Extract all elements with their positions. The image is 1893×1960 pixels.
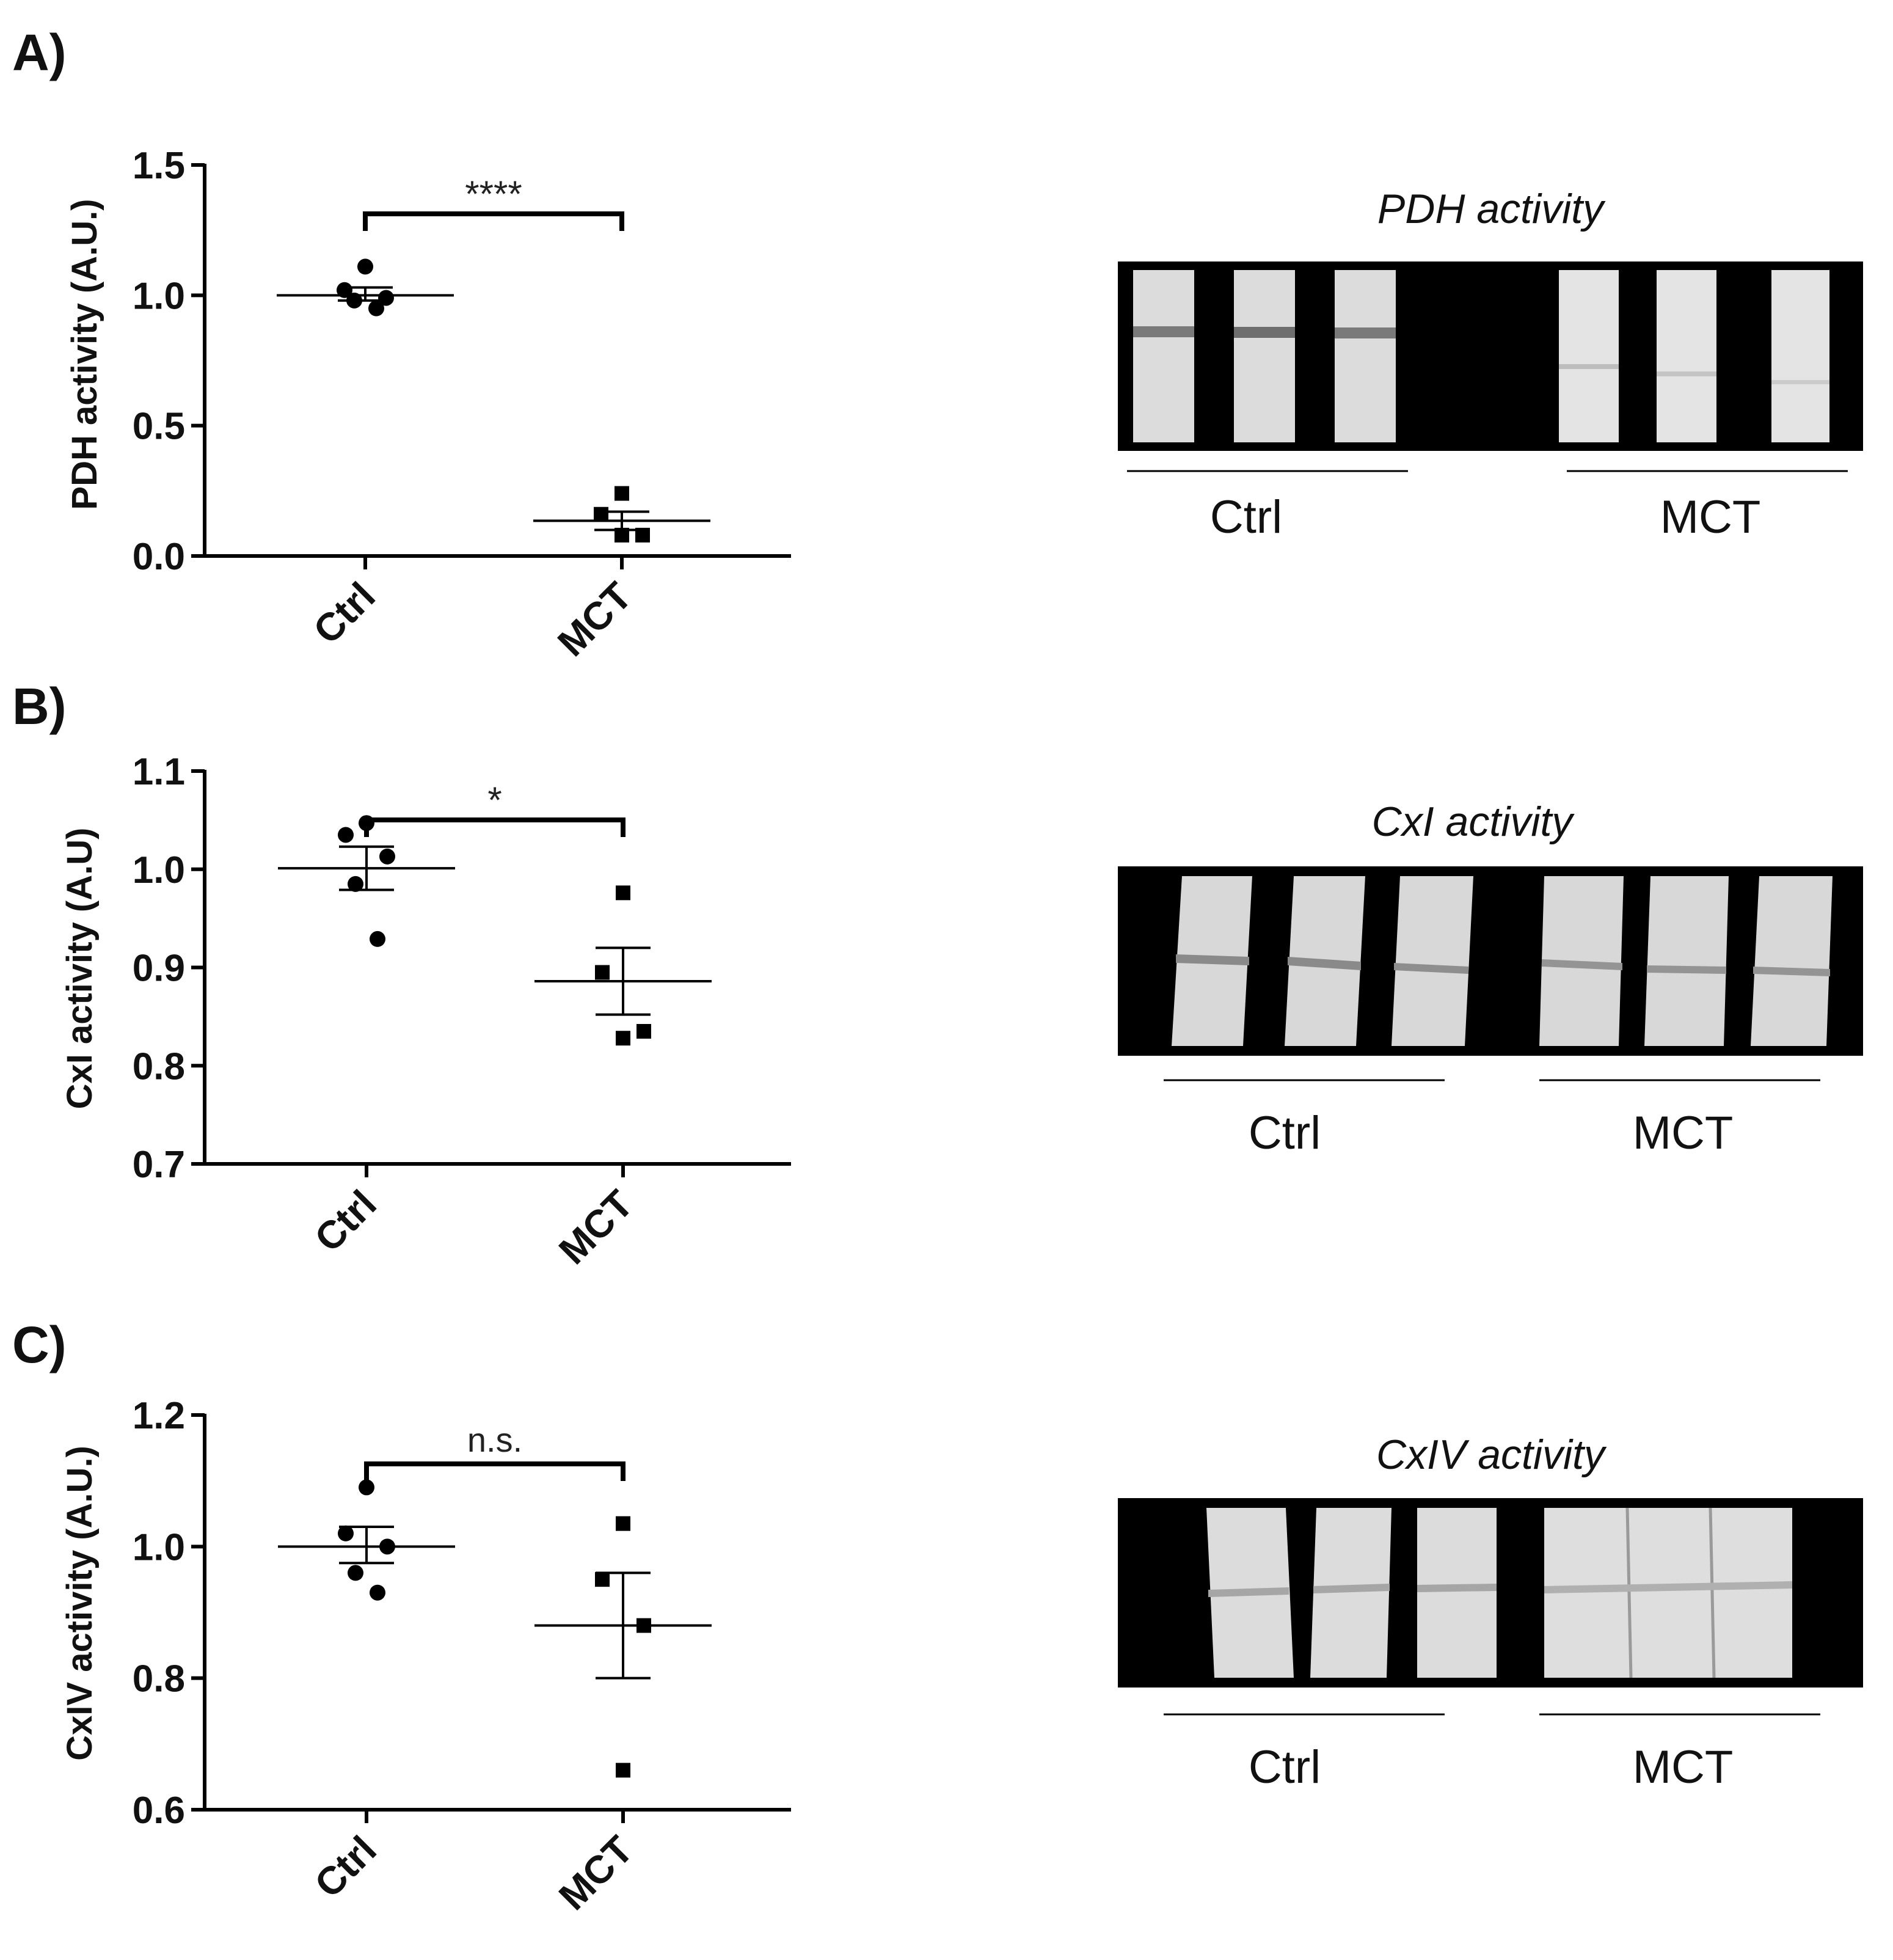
- data-point: [595, 965, 610, 980]
- panel-c-blot: CxIV activity Ctrl MCT: [1118, 1432, 1863, 1793]
- data-point: [616, 1763, 630, 1778]
- significance-label: ****: [465, 174, 522, 214]
- data-point: [378, 290, 394, 306]
- blot-lane: [1417, 1508, 1497, 1678]
- blot-band: [1394, 963, 1468, 974]
- blot-lane-edge: [1625, 1507, 1633, 1678]
- data-point: [594, 506, 608, 522]
- panel-b-blot: CxI activity Ctrl MCT: [1118, 799, 1863, 1159]
- blot-lane: [1644, 876, 1729, 1046]
- blot-band: [1771, 380, 1829, 384]
- blot-band: [1417, 1584, 1497, 1592]
- panel-c-blot-title: CxIV activity: [1376, 1432, 1607, 1478]
- blot-band: [1208, 1587, 1289, 1597]
- blot-band: [1313, 1584, 1390, 1593]
- blot-lane: [1771, 270, 1829, 442]
- panel-a-label: A): [12, 24, 67, 81]
- y-tick-label: 1.2: [133, 1395, 185, 1437]
- blot-band: [1335, 327, 1396, 338]
- blot-band: [1657, 371, 1716, 376]
- y-tick-label: 0.0: [133, 536, 185, 578]
- blot-band: [1544, 1581, 1792, 1593]
- data-point: [595, 1572, 610, 1587]
- blot-band: [1234, 327, 1295, 338]
- blot-band: [1559, 364, 1619, 369]
- data-point: [616, 1031, 630, 1046]
- data-point: [636, 1023, 651, 1039]
- blot-mct-label: MCT: [1633, 1741, 1734, 1793]
- y-tick-label: 0.8: [133, 1045, 185, 1088]
- panel-b: B) CxI activity (A.U) 0.7 0.8 0.9 1.0 1.1 Ctr…: [12, 678, 1863, 1273]
- blot-lane-edge: [1709, 1507, 1716, 1678]
- data-point: [379, 848, 395, 865]
- blot-lane: [1234, 270, 1295, 442]
- data-point: [359, 1479, 374, 1496]
- blot-band: [1288, 957, 1361, 970]
- significance-label: n.s.: [467, 1421, 522, 1459]
- panel-b-blot-title: CxI activity: [1372, 799, 1575, 845]
- y-tick-label: 0.6: [133, 1790, 185, 1832]
- data-point: [348, 1565, 363, 1581]
- blot-band: [1753, 967, 1830, 976]
- blot-ctrl-label: Ctrl: [1249, 1741, 1321, 1793]
- significance-bracket: [364, 1461, 626, 1481]
- panel-b-ylabel: CxI activity (A.U): [60, 828, 100, 1110]
- data-point: [348, 876, 363, 892]
- data-point: [357, 258, 373, 275]
- panel-b-label: B): [12, 678, 67, 735]
- blot-lane: [1559, 270, 1619, 442]
- y-tick-label: 0.7: [133, 1144, 185, 1186]
- data-point: [338, 1525, 354, 1541]
- blot-band: [1133, 326, 1194, 337]
- blot-mct-label: MCT: [1633, 1107, 1734, 1159]
- blot-mct-label: MCT: [1660, 491, 1761, 543]
- significance-bracket: [363, 211, 624, 231]
- blot-lane: [1657, 270, 1716, 442]
- panel-c: C) CxIV activity (A.U.) 0.6 0.8 1.0 1.2 Ctrl…: [12, 1316, 1863, 1918]
- data-point: [616, 1516, 630, 1531]
- y-tick-label: 1.0: [133, 1526, 185, 1568]
- data-point: [368, 300, 384, 316]
- blot-ctrl-label: Ctrl: [1210, 491, 1282, 543]
- blot-band: [1176, 954, 1249, 965]
- data-point: [615, 486, 629, 501]
- significance-bracket: [364, 817, 626, 837]
- panel-c-ylabel: CxIV activity (A.U.): [60, 1446, 100, 1761]
- y-tick-label: 0.8: [133, 1658, 185, 1700]
- blot-ctrl-label: Ctrl: [1249, 1107, 1321, 1159]
- blot-band: [1647, 965, 1726, 974]
- significance-label: *: [487, 780, 502, 821]
- blot-lane: [1391, 876, 1473, 1046]
- y-tick-label: 1.0: [133, 275, 185, 317]
- panel-a-blot: PDH activity Ctrl MCT: [1118, 186, 1863, 543]
- data-point: [616, 885, 630, 901]
- panel-c-label: C): [12, 1316, 67, 1373]
- data-point: [370, 931, 385, 947]
- panel-a-blot-title: PDH activity: [1377, 186, 1606, 232]
- data-point: [337, 282, 352, 298]
- y-tick-label: 1.1: [133, 751, 185, 793]
- y-tick-label: 1.0: [133, 849, 185, 891]
- y-tick-label: 0.5: [133, 406, 185, 448]
- blot-lane: [1544, 1508, 1792, 1678]
- blot-lane: [1310, 1508, 1391, 1678]
- blot-lane: [1751, 876, 1833, 1046]
- data-point: [338, 827, 354, 843]
- blot-band: [1542, 959, 1622, 970]
- data-point: [370, 1584, 385, 1601]
- y-tick-label: 1.5: [133, 145, 185, 187]
- panel-a-ylabel: PDH activity (A.U.): [65, 199, 104, 510]
- panel-a-blot-frame: [1118, 261, 1863, 451]
- y-tick-label: 0.9: [133, 948, 185, 990]
- blot-lane: [1133, 270, 1194, 442]
- panel-a: A) PDH activity (A.U.) 0.0 0.5 1.0 1.5 Ctrl M…: [12, 24, 1863, 665]
- blot-lane: [1335, 270, 1396, 442]
